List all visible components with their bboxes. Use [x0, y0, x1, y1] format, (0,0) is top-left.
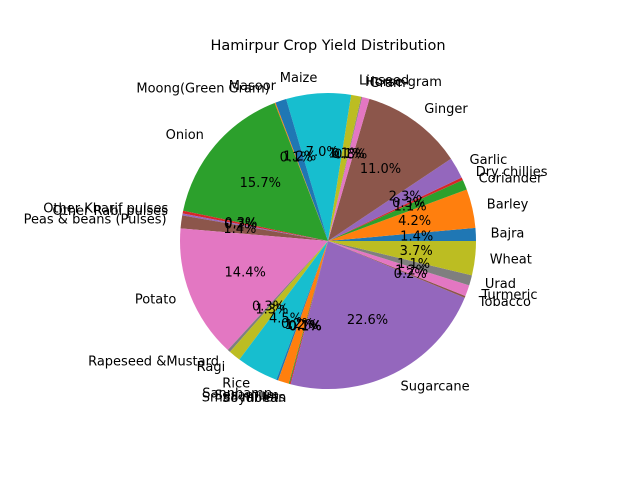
pie-slice-rice: [239, 241, 328, 380]
percent-label: 1.3%: [255, 302, 288, 317]
pie-slice-maize: [286, 93, 352, 241]
pie-slice-peas-beans-pulses-: [180, 215, 328, 241]
category-label: Other Kharif pulses: [43, 202, 168, 217]
percent-label: 0.2%: [394, 267, 427, 282]
pie-slice-wheat: [328, 241, 476, 276]
category-label: Ragi: [197, 360, 226, 375]
percent-label: 22.6%: [347, 313, 388, 328]
pie-slice-potato: [179, 228, 328, 350]
percent-label: 4.2%: [398, 214, 431, 229]
pie-slice-horse-gram: [328, 96, 363, 241]
category-label: Sugarcane: [401, 379, 470, 394]
category-label: Soyabean: [222, 391, 286, 406]
percent-label: 0.1%: [280, 151, 313, 166]
category-label: Rice: [222, 376, 250, 391]
pie-slice-other-rabi-pulses: [182, 213, 328, 241]
category-label: Peas & beans (Pulses): [24, 212, 167, 227]
percent-label: 1.1%: [397, 257, 430, 272]
category-label: Masoor: [229, 79, 277, 94]
category-label: Maize: [280, 71, 318, 86]
pie-slice-sesamum: [278, 241, 328, 384]
percent-label: 0.3%: [392, 196, 425, 211]
category-label: Sesamum: [214, 389, 279, 404]
pie-slice-small-millets: [288, 241, 328, 384]
percent-label: 0.8%: [334, 148, 367, 163]
pie-slice-masoor: [275, 99, 328, 241]
percent-label: 1.2%: [285, 318, 318, 333]
pie-slice-rapeseed-mustard: [227, 241, 328, 352]
category-label: Gram: [370, 76, 406, 91]
category-label: Onion: [166, 128, 204, 143]
pie-slice-other-kharif-pulses: [182, 210, 328, 241]
category-label: Wheat: [490, 253, 532, 268]
pie-slice-sannhamp: [276, 241, 328, 381]
pie-slices: [179, 93, 477, 390]
pie-slice-urad: [328, 241, 472, 286]
category-label: Rapeseed &Mustard: [88, 354, 219, 369]
category-label: Tobacco: [478, 295, 531, 310]
percent-label: 7.0%: [306, 145, 339, 160]
percent-label: 4.5%: [269, 312, 302, 327]
pie-slice-onion: [183, 102, 328, 241]
category-label: Bajra: [491, 226, 525, 241]
percent-label: 0.2%: [281, 317, 314, 332]
category-label: Ginger: [424, 102, 468, 117]
pie-slice-moong-green-gram-: [274, 102, 328, 241]
percent-label: 3.7%: [400, 244, 433, 259]
percent-labels: 1.4%4.2%1.1%0.3%2.3%11.0%0.8%0.1%1.1%7.0…: [223, 145, 433, 335]
pie-slice-soyabean: [289, 241, 328, 385]
pie-slice-bajra: [328, 227, 477, 241]
pie-slice-linseed: [328, 94, 362, 241]
pie-slice-sugarcane: [290, 241, 465, 390]
category-label: Turmeric: [480, 288, 537, 303]
percent-label: 0.3%: [224, 216, 257, 231]
category-label: Garlic: [470, 153, 508, 168]
pie-slice-coriander: [328, 180, 467, 241]
percent-label: 1.1%: [394, 200, 427, 215]
percent-label: 0.1%: [288, 319, 321, 334]
pie-slice-barley: [328, 189, 476, 241]
category-label: Moong(Green Gram): [136, 82, 269, 97]
percent-label: 11.0%: [360, 162, 401, 177]
percent-label: 1.4%: [223, 222, 256, 237]
pie-slice-garlic: [328, 158, 462, 241]
percent-label: 0.1%: [332, 147, 365, 162]
category-label: Potato: [135, 293, 176, 308]
category-label: Urad: [485, 277, 516, 292]
percent-label: 1.1%: [328, 146, 361, 161]
percent-label: 1.4%: [400, 230, 433, 245]
category-label: Horse-gram: [365, 75, 442, 90]
percent-label: 0.2%: [224, 218, 257, 233]
pie-slice-ragi: [229, 241, 328, 360]
pie-slice-ginger: [328, 98, 452, 241]
percent-label: 1.2%: [395, 263, 428, 278]
percent-label: 1.2%: [283, 149, 316, 164]
chart-title: Hamirpur Crop Yield Distribution: [210, 38, 445, 54]
percent-label: 15.7%: [240, 176, 281, 191]
category-label: Other Rabi pulses: [52, 204, 168, 219]
category-label: Sannhamp: [202, 386, 272, 401]
category-label: Linseed: [359, 74, 409, 89]
percent-label: 2.3%: [389, 190, 422, 205]
percent-label: 0.3%: [252, 299, 285, 314]
category-label: Coriander: [479, 172, 543, 187]
pie-slice-gram: [328, 97, 370, 241]
pie-slice-turmeric: [328, 241, 470, 296]
category-label: Barley: [487, 198, 529, 213]
category-label: Small millets: [202, 391, 286, 406]
pie-slice-tobacco: [328, 241, 466, 298]
category-label: Dry chillies: [476, 165, 548, 180]
percent-label: 0.1%: [289, 319, 322, 334]
percent-label: 14.4%: [225, 266, 266, 281]
pie-slice-dry-chillies: [328, 177, 463, 241]
